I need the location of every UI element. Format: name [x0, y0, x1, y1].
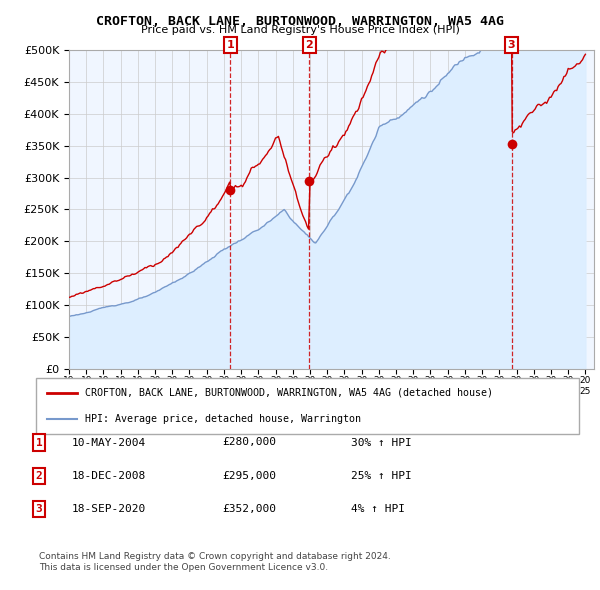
Text: 3: 3 — [508, 40, 515, 50]
Text: CROFTON, BACK LANE, BURTONWOOD, WARRINGTON, WA5 4AG: CROFTON, BACK LANE, BURTONWOOD, WARRINGT… — [96, 15, 504, 28]
Text: 25% ↑ HPI: 25% ↑ HPI — [351, 471, 412, 481]
Text: HPI: Average price, detached house, Warrington: HPI: Average price, detached house, Warr… — [85, 414, 361, 424]
Text: 2: 2 — [35, 471, 43, 481]
FancyBboxPatch shape — [36, 378, 579, 434]
Text: £280,000: £280,000 — [222, 438, 276, 447]
Text: CROFTON, BACK LANE, BURTONWOOD, WARRINGTON, WA5 4AG (detached house): CROFTON, BACK LANE, BURTONWOOD, WARRINGT… — [85, 388, 493, 398]
Text: This data is licensed under the Open Government Licence v3.0.: This data is licensed under the Open Gov… — [39, 563, 328, 572]
Text: 30% ↑ HPI: 30% ↑ HPI — [351, 438, 412, 447]
Text: 2: 2 — [305, 40, 313, 50]
Text: Contains HM Land Registry data © Crown copyright and database right 2024.: Contains HM Land Registry data © Crown c… — [39, 552, 391, 560]
Text: 1: 1 — [226, 40, 234, 50]
Text: 1: 1 — [35, 438, 43, 447]
Text: 18-SEP-2020: 18-SEP-2020 — [72, 504, 146, 514]
Text: 3: 3 — [35, 504, 43, 514]
Text: Price paid vs. HM Land Registry's House Price Index (HPI): Price paid vs. HM Land Registry's House … — [140, 25, 460, 35]
Text: £352,000: £352,000 — [222, 504, 276, 514]
Text: 18-DEC-2008: 18-DEC-2008 — [72, 471, 146, 481]
Text: £295,000: £295,000 — [222, 471, 276, 481]
Text: 10-MAY-2004: 10-MAY-2004 — [72, 438, 146, 447]
Text: 4% ↑ HPI: 4% ↑ HPI — [351, 504, 405, 514]
